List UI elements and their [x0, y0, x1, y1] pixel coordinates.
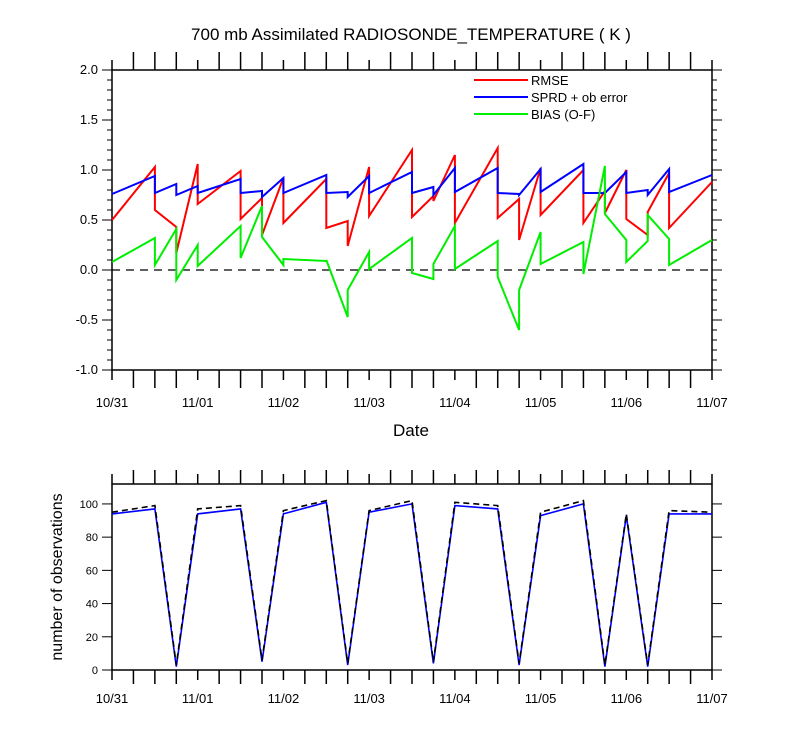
x-tick-label: 11/07 [696, 395, 728, 410]
series-line-rmse [111, 144, 713, 254]
x-tick-label: 11/04 [439, 395, 471, 410]
y-tick-label: 0 [92, 665, 98, 677]
x-tick-label: 10/31 [96, 691, 129, 706]
x-tick-label: 11/05 [525, 691, 557, 706]
legend-label: BIAS (O-F) [531, 107, 595, 122]
y-tick-label: -1.0 [76, 362, 98, 377]
legend-label: SPRD + ob error [531, 90, 628, 105]
series-line-bias-o-f [111, 165, 713, 331]
series-line-used [111, 501, 712, 667]
x-tick-label: 11/06 [610, 691, 642, 706]
y-tick-label: 0.5 [80, 212, 98, 227]
y-axis-label: number of observations [49, 493, 66, 660]
y-tick-label: 2.0 [80, 62, 98, 77]
bottom-panel: number of observations 0 20 40 60 80 100 10/31… [49, 470, 728, 706]
y-tick-label: 100 [80, 499, 98, 511]
chart-title: 700 mb Assimilated RADIOSONDE_TEMPERATUR… [191, 25, 631, 44]
y-tick-label: 1.5 [80, 112, 98, 127]
x-tick-label: 11/01 [182, 395, 214, 410]
y-tick-label: 0.0 [80, 262, 98, 277]
legend-label: RMSE [531, 73, 569, 88]
y-tick-label: 1.0 [80, 162, 98, 177]
y-tick-label: 80 [86, 532, 98, 544]
x-axis-label: Date [393, 421, 429, 440]
series-line-possible [111, 499, 713, 666]
x-tick-label: 11/04 [439, 691, 471, 706]
x-tick-label: 11/06 [610, 395, 642, 410]
x-tick-label: 11/02 [268, 395, 300, 410]
plot-frame [111, 69, 713, 371]
series-line-sprd-ob-error [111, 162, 713, 200]
x-tick-label: 10/31 [96, 395, 129, 410]
x-tick-label: 11/03 [353, 395, 385, 410]
y-tick-label: 20 [86, 632, 98, 644]
x-tick-label: 11/01 [182, 691, 214, 706]
y-tick-label: 60 [86, 565, 98, 577]
x-tick-label: 11/07 [696, 691, 728, 706]
top-panel: 700 mb Assimilated RADIOSONDE_TEMPERATUR… [76, 25, 728, 440]
x-tick-label: 11/03 [353, 691, 385, 706]
x-tick-label: 11/02 [268, 691, 300, 706]
y-tick-label: -0.5 [76, 312, 98, 327]
plot-frame [111, 483, 713, 671]
x-tick-label: 11/05 [525, 395, 557, 410]
y-tick-label: 40 [86, 599, 98, 611]
